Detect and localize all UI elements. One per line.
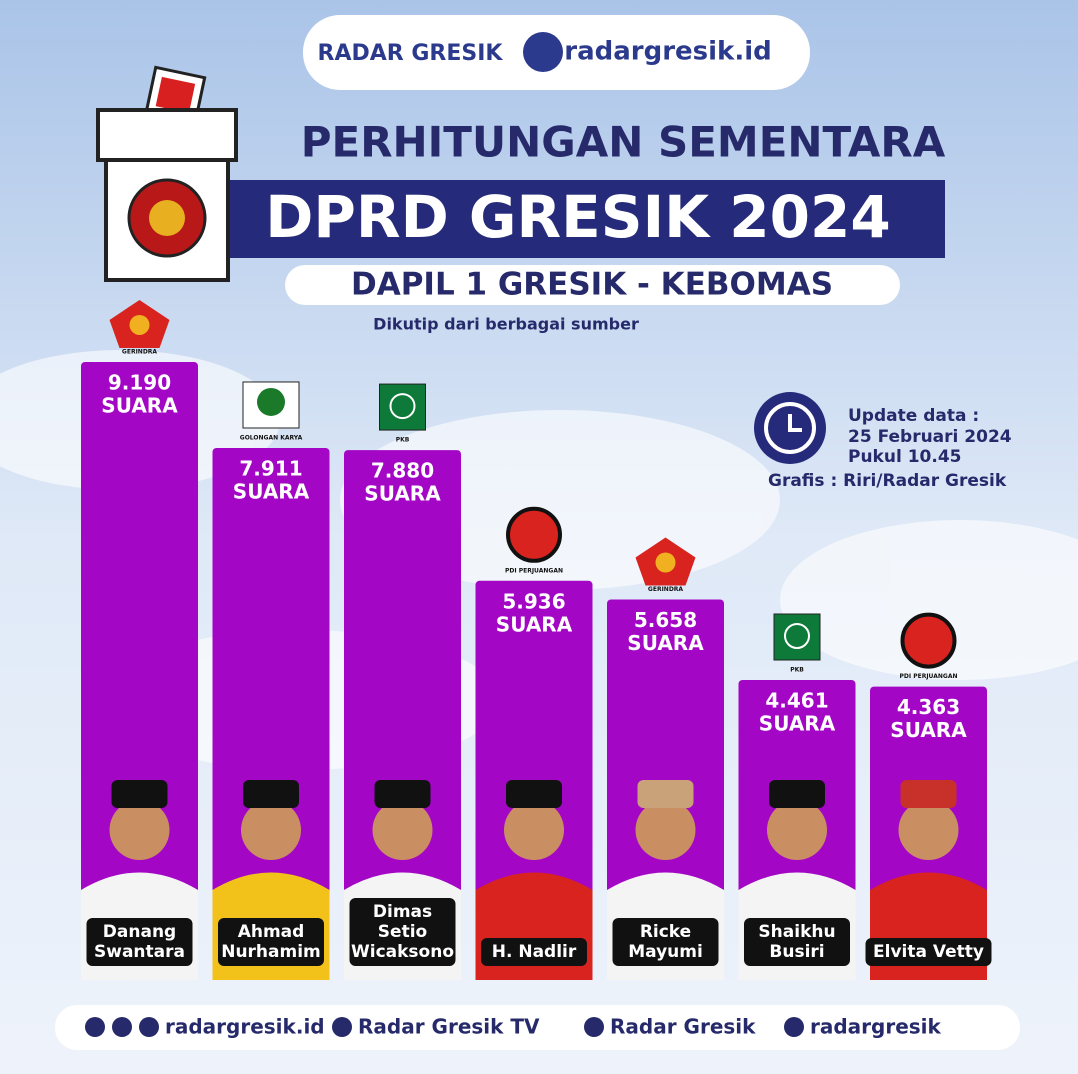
party-logo: GERINDRA xyxy=(635,537,696,593)
photo-head xyxy=(504,800,564,860)
party-name: GOLONGAN KARYA xyxy=(240,434,303,441)
footer-icon xyxy=(112,1017,132,1037)
footer-links: radargresik.id Radar Gresik TV Radar Gresi… xyxy=(85,1015,942,1039)
value-unit: SUARA xyxy=(890,718,967,742)
party-emblem xyxy=(784,622,810,649)
photo-hat xyxy=(769,780,825,808)
party-emblem xyxy=(257,387,285,416)
candidate-name: Ricke Mayumi xyxy=(628,922,703,962)
name-plate xyxy=(218,918,324,966)
candidate-name: H. Nadlir xyxy=(492,942,577,962)
value-label: 9.190 xyxy=(108,370,171,394)
party-logo: PKB xyxy=(379,383,426,444)
value-label: 7.880 xyxy=(371,459,434,483)
photo-hat xyxy=(637,780,694,808)
party-logo: PKB xyxy=(773,613,821,673)
footer-icon xyxy=(139,1017,159,1037)
party-emblem xyxy=(389,393,416,420)
bar xyxy=(212,447,330,981)
party-emblem xyxy=(379,383,426,431)
footer-icon xyxy=(85,1017,105,1037)
value-label: 5.936 xyxy=(502,589,565,613)
candidate-name: Shaikhu Busiri xyxy=(758,922,835,962)
value-unit: SUARA xyxy=(759,711,836,735)
party-emblem xyxy=(129,314,150,335)
footer-link: Radar Gresik xyxy=(610,1015,756,1039)
footer-icon xyxy=(784,1017,804,1037)
candidate-name: Ahmad Nurhamim xyxy=(221,922,321,962)
party-name: PKB xyxy=(396,437,410,444)
party-name: GERINDRA xyxy=(648,586,683,593)
subtitle-band xyxy=(230,180,945,258)
footer-icon xyxy=(332,1017,352,1037)
value-label: 4.363 xyxy=(897,695,960,719)
update-line: Update data : xyxy=(848,406,979,426)
value-unit: SUARA xyxy=(627,631,704,655)
party-logo: GOLONGAN KARYA xyxy=(240,381,303,441)
party-logo: PDI PERJUANGAN xyxy=(505,506,563,574)
photo-hat xyxy=(506,780,562,808)
update-line: 25 Februari 2024 xyxy=(848,427,1012,447)
value-label: 4.461 xyxy=(765,688,828,712)
candidate-name: Dimas Setio Wicaksono xyxy=(351,902,454,962)
party-name: PDI PERJUANGAN xyxy=(505,567,563,574)
region-label: DAPIL 1 GRESIK - KEBOMAS xyxy=(351,267,833,303)
name-plate xyxy=(865,938,992,966)
footer-pill xyxy=(55,1005,1020,1050)
party-name: GERINDRA xyxy=(122,348,157,355)
photo-head xyxy=(898,800,959,860)
value-unit: SUARA xyxy=(364,482,441,506)
source-note: Dikutip dari berbagai sumber xyxy=(373,315,639,334)
party-name: PKB xyxy=(790,666,804,673)
footer-link: radargresik.id xyxy=(165,1015,325,1039)
chart-title: PERHITUNGAN SEMENTARA xyxy=(301,118,946,167)
value-label: 5.658 xyxy=(634,608,697,632)
party-logo: PDI PERJUANGAN xyxy=(900,612,958,680)
photo-hat xyxy=(900,780,957,808)
party-emblem xyxy=(655,552,676,573)
party-emblem xyxy=(506,506,562,563)
footer-link: Radar Gresik TV xyxy=(358,1015,540,1039)
value-unit: SUARA xyxy=(101,393,178,417)
photo-head xyxy=(372,800,433,860)
candidate-name: Danang Swantara xyxy=(94,922,185,962)
photo-hat xyxy=(374,780,431,808)
update-line: Pukul 10.45 xyxy=(848,447,962,467)
brand-icon xyxy=(523,32,563,72)
brand-logo: RADAR GRESIK xyxy=(318,41,504,66)
footer-icon xyxy=(584,1017,604,1037)
value-unit: SUARA xyxy=(233,479,310,503)
photo-head xyxy=(635,800,696,860)
photo-hat xyxy=(243,780,299,808)
region-pill xyxy=(285,265,900,305)
name-plate xyxy=(349,898,456,966)
bar xyxy=(344,450,461,980)
photo-head xyxy=(767,800,827,860)
party-emblem xyxy=(773,613,821,661)
chart-subtitle: DPRD GRESIK 2024 xyxy=(265,183,890,251)
value-unit: SUARA xyxy=(496,612,573,636)
name-plate xyxy=(481,938,587,966)
brand-site: radargresik.id xyxy=(564,37,772,67)
photo-head xyxy=(109,800,170,860)
party-emblem xyxy=(900,612,957,669)
credit: Grafis : Riri/Radar Gresik xyxy=(768,471,1007,491)
party-name: PDI PERJUANGAN xyxy=(900,673,958,680)
photo-head xyxy=(241,800,301,860)
value-label: 7.911 xyxy=(239,456,302,480)
name-plate xyxy=(744,918,850,966)
candidate-name: Elvita Vetty xyxy=(873,942,984,962)
clock-icon xyxy=(754,392,826,464)
ballot-box xyxy=(96,65,238,282)
party-logo: GERINDRA xyxy=(109,299,170,355)
name-plate xyxy=(86,918,193,966)
photo-hat xyxy=(111,780,168,808)
footer-link: radargresik xyxy=(810,1015,942,1039)
name-plate xyxy=(612,918,719,966)
